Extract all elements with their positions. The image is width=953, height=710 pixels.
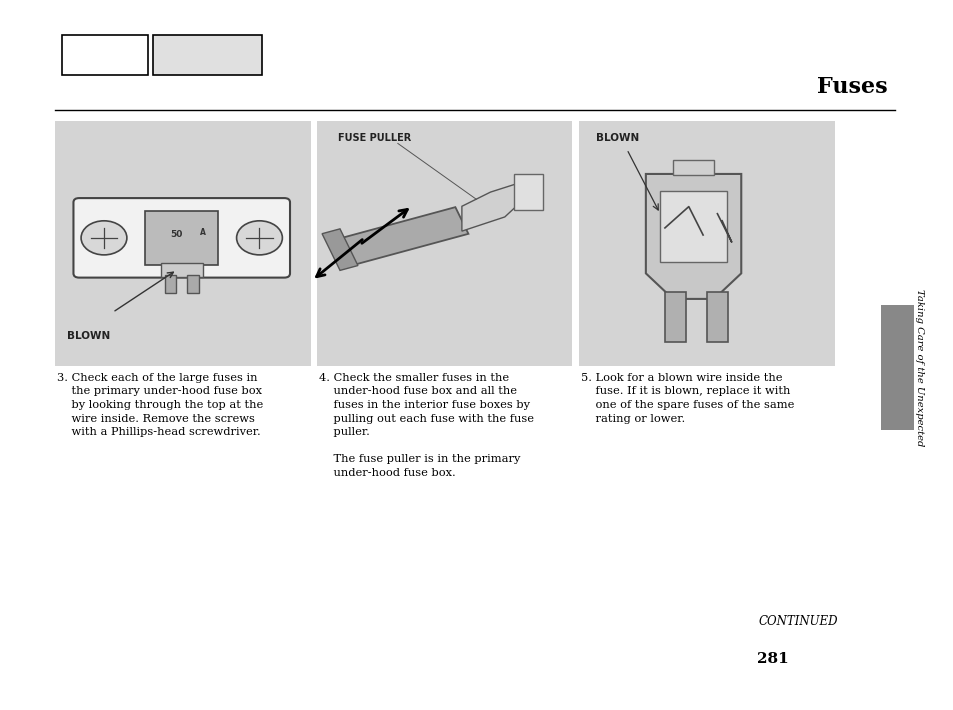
Bar: [187, 275, 198, 293]
Bar: [160, 263, 202, 277]
Polygon shape: [645, 174, 740, 299]
Text: Fuses: Fuses: [816, 76, 886, 98]
Circle shape: [236, 221, 282, 255]
Polygon shape: [338, 207, 468, 266]
Bar: [664, 292, 685, 342]
Text: BLOWN: BLOWN: [67, 331, 110, 341]
Polygon shape: [659, 191, 726, 262]
Text: FUSE PULLER: FUSE PULLER: [337, 133, 411, 143]
Bar: [706, 292, 727, 342]
Bar: [165, 275, 176, 293]
Bar: [55, 121, 311, 366]
Polygon shape: [322, 229, 357, 271]
Text: 281: 281: [756, 652, 788, 666]
Bar: [514, 175, 542, 210]
Bar: [145, 211, 217, 265]
Text: 4. Check the smaller fuses in the
    under-hood fuse box and all the
    fuses : 4. Check the smaller fuses in the under-…: [318, 373, 533, 478]
Bar: [881, 305, 913, 430]
Bar: [152, 36, 262, 75]
Text: BLOWN: BLOWN: [596, 133, 639, 143]
Text: 3. Check each of the large fuses in
    the primary under-hood fuse box
    by l: 3. Check each of the large fuses in the …: [57, 373, 263, 437]
Circle shape: [81, 221, 127, 255]
Text: 50: 50: [170, 230, 182, 239]
Text: CONTINUED: CONTINUED: [758, 616, 837, 628]
Text: Taking Care of the Unexpected: Taking Care of the Unexpected: [914, 289, 923, 446]
Bar: [578, 121, 834, 366]
Bar: [62, 36, 148, 75]
Text: A: A: [199, 228, 206, 236]
Text: 5. Look for a blown wire inside the
    fuse. If it is blown, replace it with
  : 5. Look for a blown wire inside the fuse…: [580, 373, 794, 424]
FancyBboxPatch shape: [73, 198, 290, 278]
Bar: [316, 121, 572, 366]
Bar: [672, 160, 714, 175]
Polygon shape: [461, 182, 523, 231]
